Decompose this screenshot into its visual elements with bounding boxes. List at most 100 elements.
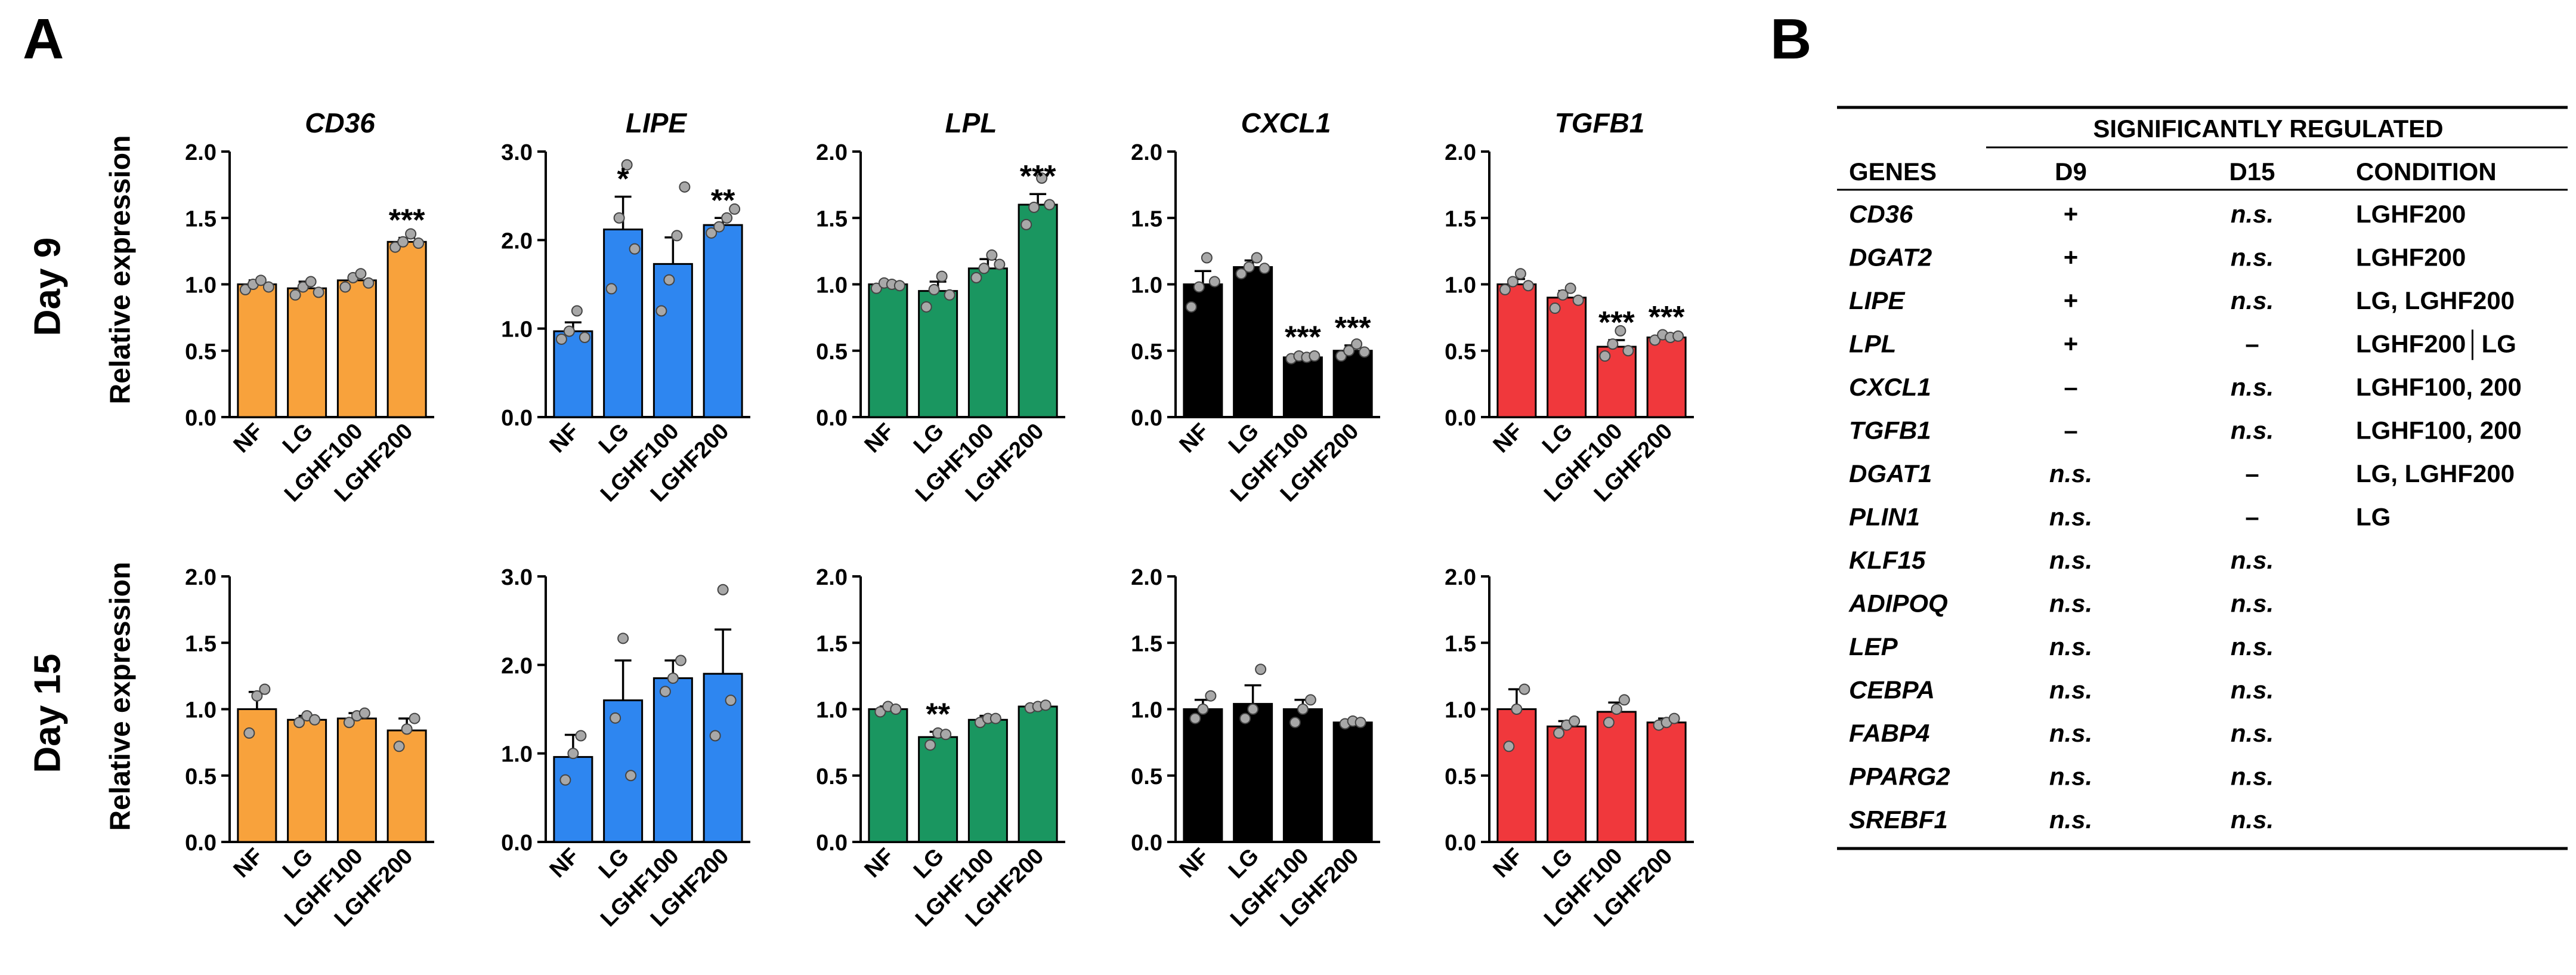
y-tick-label: 0.5 — [185, 340, 217, 365]
d9-value: + — [2064, 243, 2079, 271]
d9-value: n.s. — [2049, 719, 2092, 747]
gene-name: SREBF1 — [1849, 806, 1948, 834]
gene-name: KLF15 — [1849, 546, 1926, 574]
data-point — [1499, 283, 1511, 295]
data-point — [1205, 690, 1217, 702]
x-tick-label: LG — [278, 419, 318, 459]
data-point — [355, 268, 367, 280]
data-point — [986, 249, 998, 261]
y-tick-label: 0.5 — [1445, 340, 1476, 365]
y-tick-label: 0.0 — [501, 406, 533, 431]
y-tick-label: 2.0 — [816, 565, 848, 590]
d9-value: – — [2064, 373, 2077, 401]
data-point — [1355, 717, 1366, 729]
data-point — [924, 739, 936, 751]
data-point — [259, 683, 271, 695]
data-point — [1193, 281, 1205, 293]
data-point — [293, 717, 305, 729]
y-tick-label: 1.5 — [1131, 631, 1162, 656]
condition-value: LG — [2356, 503, 2391, 531]
data-point — [1036, 172, 1048, 184]
d9-value: n.s. — [2049, 632, 2092, 661]
data-point — [1668, 712, 1680, 724]
table-row: LEP n.s. n.s. — [1849, 632, 2274, 661]
y-tick-label: 1.0 — [185, 273, 217, 298]
data-point — [255, 274, 267, 286]
data-point — [297, 281, 309, 293]
y-tick-label: 1.5 — [185, 631, 217, 656]
d15-value: n.s. — [2231, 719, 2274, 747]
data-point — [1197, 704, 1209, 715]
condition-value: LGHF200│LG — [2356, 329, 2516, 360]
d9-value: + — [2064, 200, 2079, 228]
d15-value: n.s. — [2231, 806, 2274, 834]
y-tick-label: 0.0 — [816, 406, 848, 431]
bar-nf — [237, 283, 277, 418]
gene-name: LIPE — [1849, 286, 1906, 314]
y-tick-label: 1.5 — [816, 206, 848, 232]
y-tick-label: 1.0 — [1445, 698, 1476, 723]
x-tick-label: NF — [1489, 844, 1528, 883]
bar-lg — [1547, 725, 1587, 843]
chart-title: TGFB1 — [1555, 107, 1645, 138]
data-point — [675, 655, 686, 667]
gene-name: PPARG2 — [1849, 763, 1950, 791]
y-tick-label: 1.0 — [185, 698, 217, 723]
y-tick-label: 3.0 — [501, 565, 533, 590]
data-point — [555, 333, 567, 345]
d9-value: n.s. — [2049, 503, 2092, 531]
data-point — [571, 305, 583, 317]
data-point — [305, 276, 317, 288]
y-tick-label: 1.0 — [501, 317, 533, 343]
data-point — [1649, 334, 1661, 346]
data-point — [936, 270, 948, 282]
d9-value: + — [2064, 286, 2079, 314]
table-span-header: SIGNIFICANTLY REGULATED — [2093, 115, 2443, 143]
data-point — [409, 712, 420, 724]
data-point — [1672, 330, 1684, 342]
y-tick-label: 1.0 — [1445, 273, 1476, 298]
d15-value: – — [2245, 459, 2259, 488]
d9-value: n.s. — [2049, 590, 2092, 618]
d15-value: n.s. — [2231, 632, 2274, 661]
d9-value: n.s. — [2049, 459, 2092, 488]
x-tick-label: LG — [1538, 844, 1578, 884]
data-point — [1557, 289, 1569, 301]
d15-value: – — [2245, 330, 2259, 358]
gene-name: CXCL1 — [1849, 373, 1931, 401]
table-row: CXCL1 – n.s. LGHF100, 200 — [1849, 373, 2522, 401]
y-tick-label: 2.0 — [185, 565, 217, 590]
data-point — [870, 282, 882, 294]
significance-stars: ** — [926, 697, 950, 732]
bar-lghf100 — [1596, 711, 1637, 843]
data-point — [629, 243, 641, 255]
data-point — [563, 325, 575, 337]
data-point — [575, 730, 587, 742]
data-point — [893, 280, 905, 292]
condition-value: LGHF100, 200 — [2356, 416, 2522, 445]
x-tick-label: LG — [1224, 419, 1264, 459]
y-tick-label: 1.5 — [1445, 206, 1476, 232]
data-point — [663, 274, 675, 286]
x-tick-label: NF — [545, 419, 585, 458]
y-tick-label: 0.5 — [1131, 764, 1162, 789]
d15-value: n.s. — [2231, 416, 2274, 445]
data-point — [1239, 712, 1251, 724]
data-point — [339, 281, 351, 293]
data-point — [262, 281, 274, 293]
data-point — [1297, 704, 1309, 715]
data-point — [1289, 717, 1301, 729]
data-point — [397, 236, 409, 248]
data-point — [1201, 252, 1213, 264]
d15-value: n.s. — [2231, 590, 2274, 618]
y-tick-label: 2.0 — [501, 653, 533, 678]
y-tick-label: 0.0 — [1131, 831, 1162, 856]
data-point — [709, 730, 721, 742]
data-point — [679, 181, 691, 193]
bar-lghf100 — [967, 267, 1008, 418]
table-col-d15: D15 — [2229, 158, 2275, 186]
